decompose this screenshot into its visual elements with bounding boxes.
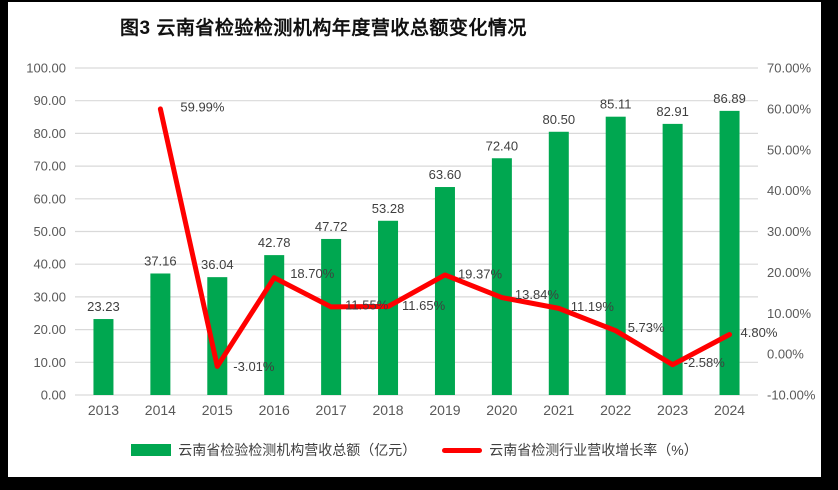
x-axis-label-2024: 2024 <box>714 402 745 418</box>
bar-series-swatch-icon <box>131 444 172 456</box>
line-label-2021: 11.19% <box>571 299 615 314</box>
bar-series-label: 云南省检验检测机构营收总额（亿元） <box>178 442 417 458</box>
bar-label-2017: 47.72 <box>315 219 348 234</box>
chart-title: 图3 云南省检验检测机构年度营收总额变化情况 <box>120 18 527 39</box>
bar-label-2015: 36.04 <box>201 257 234 272</box>
line-series-swatch-icon <box>442 447 483 453</box>
left-axis-tick: 20.00 <box>33 322 66 337</box>
line-label-2018: 11.65% <box>402 298 446 313</box>
left-axis-tick: 40.00 <box>33 257 66 272</box>
line-label-2019: 19.37% <box>458 266 503 281</box>
legend-item-growth-line: 云南省检测行业营收增长率（%） <box>442 440 698 460</box>
x-axis-label-2013: 2013 <box>88 402 119 418</box>
right-axis-tick: 50.00% <box>767 142 812 157</box>
x-axis-label-2017: 2017 <box>316 402 347 418</box>
bar-label-2016: 42.78 <box>258 235 291 250</box>
bar-label-2021: 80.50 <box>543 112 576 127</box>
line-label-2023: -2.58% <box>684 355 726 370</box>
x-axis-label-2014: 2014 <box>145 402 176 418</box>
left-axis-tick: 0.00 <box>41 388 66 403</box>
bar-2020 <box>491 158 512 395</box>
left-axis-tick: 70.00 <box>33 159 66 174</box>
chart-surface <box>8 2 821 477</box>
left-axis-tick: 30.00 <box>33 289 66 304</box>
bar-2013 <box>93 319 114 395</box>
x-axis-label-2023: 2023 <box>657 402 688 418</box>
bar-2022 <box>605 116 626 395</box>
right-axis-tick: 40.00% <box>767 183 812 198</box>
right-axis-tick: 30.00% <box>767 224 812 239</box>
x-axis-label-2020: 2020 <box>486 402 517 418</box>
bar-label-2019: 63.60 <box>429 167 462 182</box>
legend: 云南省检验检测机构营收总额（亿元） 云南省检测行业营收增长率（%） <box>8 440 821 460</box>
left-axis-tick: 10.00 <box>33 355 66 370</box>
right-axis-tick: 0.00% <box>767 347 804 362</box>
bar-label-2018: 53.28 <box>372 201 405 216</box>
right-axis-tick: 70.00% <box>767 61 812 76</box>
x-axis-label-2016: 2016 <box>259 402 290 418</box>
line-label-2014: 59.99% <box>180 99 225 114</box>
line-label-2016: 18.70% <box>290 266 335 281</box>
right-axis-tick: -10.00% <box>767 388 816 403</box>
bar-label-2020: 72.40 <box>486 138 519 153</box>
x-axis-label-2018: 2018 <box>372 402 403 418</box>
bar-label-2014: 37.16 <box>144 253 177 268</box>
legend-item-revenue-bars: 云南省检验检测机构营收总额（亿元） <box>131 440 416 460</box>
line-label-2017: 11.55% <box>345 297 389 312</box>
right-axis-tick: 20.00% <box>767 265 812 280</box>
line-label-2024: 4.80% <box>741 325 778 340</box>
bar-2015 <box>207 277 228 395</box>
bar-2017 <box>321 238 342 395</box>
x-axis-label-2022: 2022 <box>600 402 631 418</box>
x-axis-label-2019: 2019 <box>429 402 460 418</box>
bar-label-2022: 85.11 <box>600 97 632 112</box>
bar-label-2023: 82.91 <box>656 104 689 119</box>
growth-rate-line <box>157 106 733 369</box>
bar-2021 <box>548 131 569 395</box>
bar-2024 <box>719 110 740 396</box>
x-axis-label-2015: 2015 <box>202 402 233 418</box>
bar-label-2013: 23.23 <box>87 299 120 314</box>
left-axis-tick: 100.00 <box>26 61 66 76</box>
left-axis-tick: 50.00 <box>33 224 66 239</box>
bar-2014 <box>150 273 171 395</box>
left-axis-tick: 60.00 <box>33 191 66 206</box>
line-series-label: 云南省检测行业营收增长率（%） <box>489 442 698 458</box>
line-label-2020: 13.84% <box>515 287 560 302</box>
bar-2019 <box>434 187 455 395</box>
line-label-2015: -3.01% <box>233 359 275 374</box>
left-axis-tick: 80.00 <box>33 126 66 141</box>
left-axis-tick: 90.00 <box>33 93 66 108</box>
x-axis-label-2021: 2021 <box>543 402 574 418</box>
right-axis-tick: 10.00% <box>767 306 812 321</box>
right-axis-tick: 60.00% <box>767 101 812 116</box>
bar-2023 <box>662 123 683 395</box>
line-label-2022: 5.73% <box>628 320 665 335</box>
bar-label-2024: 86.89 <box>713 91 746 106</box>
